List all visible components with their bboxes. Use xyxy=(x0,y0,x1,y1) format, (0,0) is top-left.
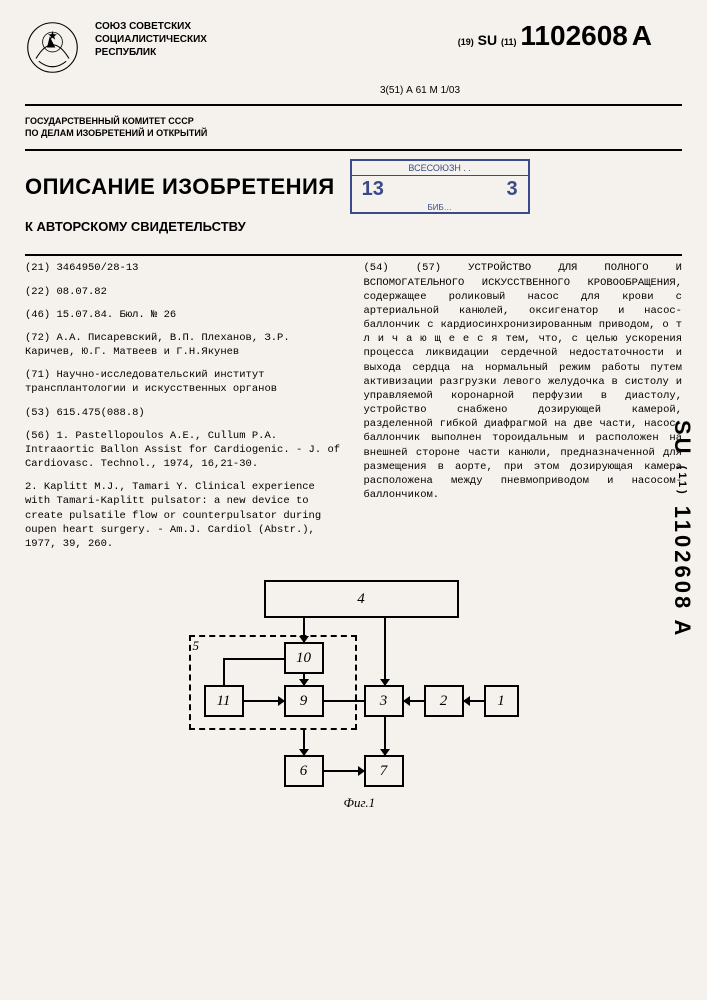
divider xyxy=(25,104,682,106)
country-code: SU xyxy=(478,32,497,48)
stamp-top: ВСЕСОЮЗН . . xyxy=(352,161,528,176)
block-7: 7 xyxy=(364,755,404,787)
country-prefix: (19) xyxy=(458,37,474,47)
page-header: СОЮЗ СОВЕТСКИХ СОЦИАЛИСТИЧЕСКИХ РЕСПУБЛИ… xyxy=(0,0,707,85)
side-number: 1102608 A xyxy=(670,506,695,639)
line xyxy=(324,700,364,702)
library-stamp: ВСЕСОЮЗН . . 13 3 БИБ… xyxy=(350,159,530,214)
field-56-2: 2. Kaplitt M.J., Tamari Y. Clinical expe… xyxy=(25,480,344,551)
arrow xyxy=(384,717,386,755)
field-53: (53) 615.475(088.8) xyxy=(25,406,344,420)
arrow xyxy=(244,700,284,702)
divider xyxy=(25,149,682,151)
field-46: (46) 15.07.84. Бюл. № 26 xyxy=(25,308,344,322)
side-prefix: SU xyxy=(670,420,695,457)
arrow xyxy=(384,618,386,685)
ussr-emblem-icon xyxy=(25,20,80,75)
field-71: (71) Научно-исследовательский институт т… xyxy=(25,368,344,396)
patent-code: (19) SU (11) 1102608 A xyxy=(458,20,682,52)
field-56-1: (56) 1. Pastellopoulos A.E., Cullum P.A.… xyxy=(25,429,344,472)
union-label: СОЮЗ СОВЕТСКИХ СОЦИАЛИСТИЧЕСКИХ РЕСПУБЛИ… xyxy=(95,20,458,59)
block-1: 1 xyxy=(484,685,519,717)
block-9: 9 xyxy=(284,685,324,717)
stamp-left: 13 xyxy=(362,178,384,201)
side-small: (11) xyxy=(676,466,688,497)
patent-number: 1102608 xyxy=(520,20,627,51)
block-3: 3 xyxy=(364,685,404,717)
arrow xyxy=(303,730,305,755)
line xyxy=(223,658,225,685)
classification-code: 3(51) А 61 М 1/03 xyxy=(0,85,707,96)
arrow xyxy=(464,700,484,702)
subtitle: К АВТОРСКОМУ СВИДЕТЕЛЬСТВУ xyxy=(0,214,707,249)
abstract: (54) (57) УСТРОЙСТВО ДЛЯ ПОЛНОГО И ВСПОМ… xyxy=(364,261,683,502)
arrow xyxy=(404,700,424,702)
figure-caption: Фиг.1 xyxy=(344,795,376,811)
title-row: ОПИСАНИЕ ИЗОБРЕТЕНИЯ ВСЕСОЮЗН . . 13 3 Б… xyxy=(0,159,707,214)
line xyxy=(223,658,284,660)
committee-label: ГОСУДАРСТВЕННЫЙ КОМИТЕТ СССР ПО ДЕЛАМ ИЗ… xyxy=(0,111,707,144)
divider xyxy=(25,254,682,256)
field-21: (21) 3464950/28-13 xyxy=(25,261,344,275)
side-patent-code: SU (11) 1102608 A xyxy=(669,420,695,638)
label-5: 5 xyxy=(193,638,200,654)
patent-suffix: A xyxy=(632,20,652,51)
block-2: 2 xyxy=(424,685,464,717)
block-6: 6 xyxy=(284,755,324,787)
block-4: 4 xyxy=(264,580,459,618)
arrow xyxy=(324,770,364,772)
main-title: ОПИСАНИЕ ИЗОБРЕТЕНИЯ xyxy=(25,174,335,200)
figure-1: 4 5 10 11 9 3 2 1 6 7 Фиг.1 xyxy=(189,580,519,820)
block-11: 11 xyxy=(204,685,244,717)
right-column: (54) (57) УСТРОЙСТВО ДЛЯ ПОЛНОГО И ВСПОМ… xyxy=(364,261,683,560)
num-prefix: (11) xyxy=(501,37,517,47)
arrow xyxy=(303,618,305,642)
field-72: (72) А.А. Писаревский, В.П. Плеханов, З.… xyxy=(25,331,344,359)
block-10: 10 xyxy=(284,642,324,674)
stamp-right: 3 xyxy=(507,178,518,201)
left-column: (21) 3464950/28-13 (22) 08.07.82 (46) 15… xyxy=(25,261,344,560)
stamp-bottom: БИБ… xyxy=(352,203,528,212)
field-22: (22) 08.07.82 xyxy=(25,285,344,299)
arrow xyxy=(303,674,305,685)
body-text: (21) 3464950/28-13 (22) 08.07.82 (46) 15… xyxy=(0,261,707,560)
